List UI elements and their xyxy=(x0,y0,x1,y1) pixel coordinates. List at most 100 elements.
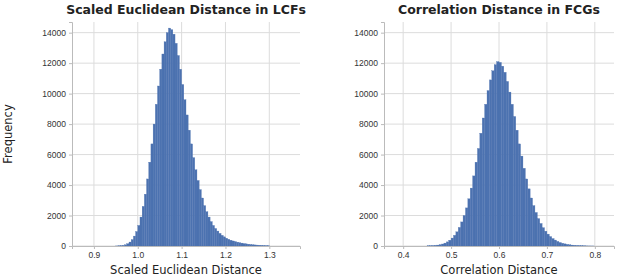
histogram-bar xyxy=(456,232,458,246)
tick: 14000 xyxy=(354,28,384,38)
histogram-bar xyxy=(158,86,160,246)
histogram-bar xyxy=(160,69,162,246)
tick-mark xyxy=(381,63,384,64)
histogram-bar xyxy=(434,245,436,246)
histogram-bar xyxy=(494,65,496,246)
histogram-bar xyxy=(516,130,518,246)
histogram-bar xyxy=(470,188,472,246)
tick: 4000 xyxy=(47,180,72,190)
histogram-bar xyxy=(197,180,199,246)
tick-label: 10000 xyxy=(42,89,66,99)
tick: 6000 xyxy=(359,150,384,160)
histogram-bar xyxy=(480,133,482,246)
tick-label: 6000 xyxy=(359,150,378,160)
tick: 1.3 xyxy=(264,246,276,260)
histogram-bar xyxy=(118,245,120,246)
histogram-bar xyxy=(184,100,186,246)
histogram-bar xyxy=(243,244,245,246)
tick-mark xyxy=(451,246,452,249)
histogram-bar xyxy=(177,56,179,246)
histogram-bar xyxy=(193,158,195,246)
histogram-bar xyxy=(217,231,219,246)
histogram-bar xyxy=(571,245,573,246)
histogram-bar xyxy=(545,231,547,246)
tick: 0.9 xyxy=(89,246,101,260)
histogram-bar xyxy=(521,156,523,246)
tick-label: 12000 xyxy=(42,58,66,68)
histogram-bar xyxy=(492,71,494,246)
grid-line xyxy=(384,32,614,33)
histogram-bar xyxy=(195,170,197,246)
histogram-bar xyxy=(116,245,118,246)
tick-mark xyxy=(69,216,72,217)
tick-mark xyxy=(381,155,384,156)
histogram-bar xyxy=(208,217,210,246)
tick-label: 1.0 xyxy=(132,250,144,260)
histogram-bar xyxy=(588,245,590,246)
grid xyxy=(72,22,300,246)
histogram-bar xyxy=(247,244,249,246)
histogram-bar xyxy=(239,243,241,246)
y-axis: 02000400060008000100001200014000 xyxy=(42,23,72,252)
histogram-bar xyxy=(549,237,551,246)
histogram-bar xyxy=(482,118,484,246)
chart-panel: 0.91.01.11.21.30200040006000800010000120… xyxy=(1,2,306,277)
histogram-bar xyxy=(155,104,157,246)
tick: 12000 xyxy=(42,58,72,68)
tick-mark xyxy=(381,33,384,34)
histogram-bar xyxy=(144,194,146,246)
histogram-bar xyxy=(576,245,578,246)
histogram-bar xyxy=(212,225,214,246)
tick-mark xyxy=(94,246,95,249)
bars xyxy=(427,62,595,246)
histogram-bar xyxy=(232,241,234,246)
histogram-bar xyxy=(477,148,479,246)
histogram-bar xyxy=(168,28,170,246)
x-axis-title: Scaled Euclidean Distance xyxy=(110,263,262,277)
tick-mark xyxy=(269,246,270,249)
grid xyxy=(384,22,614,246)
tick-label: 4000 xyxy=(47,180,66,190)
tick-mark xyxy=(69,33,72,34)
histogram-bar xyxy=(138,225,140,246)
histogram-bar xyxy=(444,243,446,246)
tick: 1.0 xyxy=(132,246,144,260)
histogram-bar xyxy=(120,245,122,246)
tick-label: 0.4 xyxy=(398,250,410,260)
tick: 8000 xyxy=(359,119,384,129)
histogram-bar xyxy=(451,238,453,246)
histogram-bar xyxy=(566,244,568,246)
histogram-bar xyxy=(523,168,525,246)
histogram-bar xyxy=(542,228,544,246)
histogram-bar xyxy=(465,208,467,246)
tick-label: 0 xyxy=(373,241,378,251)
tick-label: 4000 xyxy=(359,180,378,190)
histogram-bar xyxy=(458,227,460,246)
histogram-bar xyxy=(535,212,537,246)
histogram-bar xyxy=(506,81,508,246)
histogram-bar xyxy=(133,236,135,246)
histogram-bar xyxy=(179,69,181,246)
histogram-bar xyxy=(537,219,539,246)
tick-mark xyxy=(69,124,72,125)
tick: 0.6 xyxy=(494,246,506,260)
histogram-bar xyxy=(201,198,203,246)
x-axis-title: Correlation Distance xyxy=(440,263,557,277)
tick-mark xyxy=(381,246,384,247)
histogram-bar xyxy=(497,62,499,246)
histogram-bar xyxy=(131,240,133,246)
histogram-bar xyxy=(190,144,192,246)
histogram-bar xyxy=(225,238,227,246)
tick: 14000 xyxy=(42,28,72,38)
histogram-bar xyxy=(430,245,432,246)
chart-title: Scaled Euclidean Distance in LCFs xyxy=(66,2,306,17)
histogram-bar xyxy=(552,239,554,246)
grid-line xyxy=(72,93,300,94)
tick: 0.5 xyxy=(446,246,458,260)
histogram-bar xyxy=(250,244,252,246)
figure: 0.91.01.11.21.30200040006000800010000120… xyxy=(0,0,640,280)
tick-label: 1.1 xyxy=(176,250,188,260)
histogram-bar xyxy=(518,144,520,246)
histogram-bar xyxy=(166,33,168,246)
histogram-bar xyxy=(463,216,465,246)
